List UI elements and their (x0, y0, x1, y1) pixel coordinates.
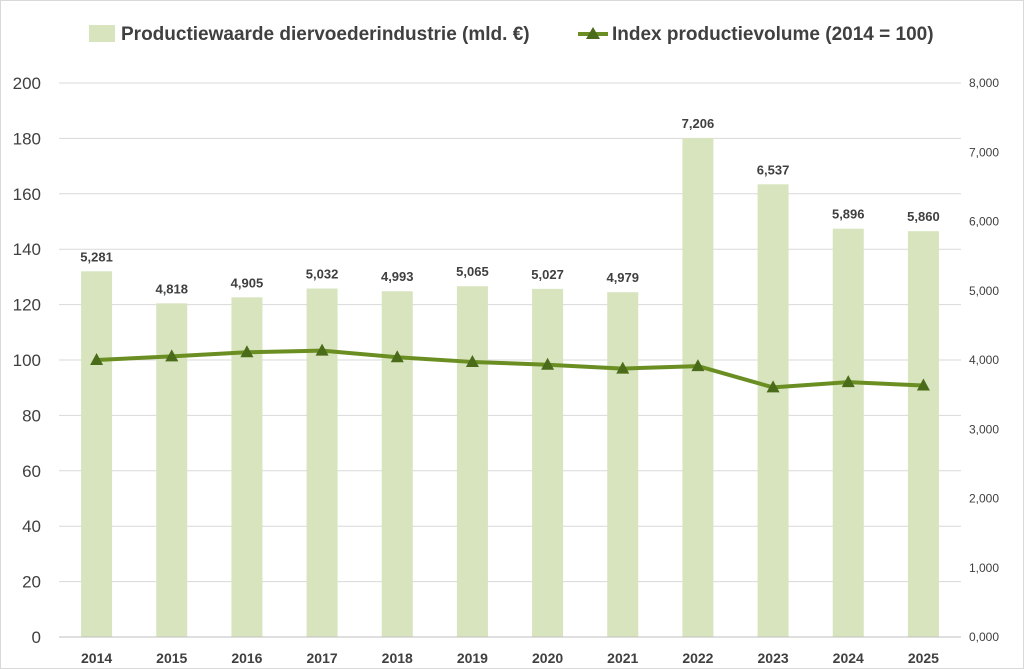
bar-data-label: 4,979 (606, 270, 639, 285)
x-tick-label: 2021 (607, 650, 638, 666)
x-tick-label: 2016 (231, 650, 262, 666)
y-left-tick-label: 200 (13, 74, 41, 93)
line-point-marker (916, 378, 930, 391)
bar-data-label: 4,905 (231, 275, 264, 290)
x-axis: 2014 2015 2016 2017 2018 2019 2020 2021 2022 2023… (59, 636, 961, 666)
y-left-tick-label: 160 (13, 185, 41, 204)
y-axis-right: 0,000 1,000 2,000 3,000 4,000 5,000 6,000 7,000… (969, 76, 999, 644)
bar (607, 292, 639, 637)
bar (456, 286, 488, 637)
bar (306, 288, 338, 637)
x-tick-label: 2024 (833, 650, 864, 666)
legend-label-line: Index productievolume (2014 = 100) (612, 24, 934, 45)
line-point-marker (541, 357, 555, 370)
bar-data-label: 4,993 (381, 269, 414, 284)
x-tick-label: 2025 (908, 650, 939, 666)
bar-data-label: 5,027 (531, 267, 564, 282)
line-point-marker (841, 375, 855, 388)
x-tick-label: 2015 (156, 650, 187, 666)
bar-series (81, 137, 939, 637)
x-tick-label: 2017 (307, 650, 338, 666)
legend-swatch-bar (89, 25, 115, 42)
y-left-tick-label: 40 (22, 517, 41, 536)
legend: Productiewaarde diervoederindustrie (mld… (89, 24, 934, 45)
y-right-tick-label: 6,000 (969, 215, 999, 229)
line-point-marker (766, 380, 780, 393)
y-right-tick-label: 1,000 (969, 561, 999, 575)
line-point-marker (390, 350, 404, 363)
line-point-marker (90, 353, 104, 365)
y-left-tick-label: 180 (13, 129, 41, 148)
bar (907, 231, 939, 637)
bar-data-label: 5,896 (832, 207, 865, 222)
bar-data-label: 5,065 (456, 264, 489, 279)
bar (381, 291, 413, 637)
gridlines (59, 82, 961, 638)
y-right-tick-label: 3,000 (969, 422, 999, 436)
y-left-tick-label: 0 (32, 628, 41, 647)
bar (757, 184, 789, 637)
legend-swatch-marker (586, 27, 600, 39)
y-right-tick-label: 0,000 (969, 630, 999, 644)
series-line (96, 348, 924, 390)
bar (682, 137, 714, 637)
x-tick-label: 2018 (382, 650, 413, 666)
bar-data-label: 6,537 (757, 162, 790, 177)
y-right-tick-label: 5,000 (969, 284, 999, 298)
line-point-marker (465, 354, 479, 367)
line-point-marker (165, 349, 179, 362)
x-tick-label: 2022 (682, 650, 713, 666)
line-point-marker (240, 345, 254, 358)
line-point-marker (315, 343, 329, 356)
y-right-tick-label: 2,000 (969, 492, 999, 506)
bar-data-labels: 5,281 4,818 4,905 5,032 4,993 5,065 5,027 4,979… (80, 116, 939, 296)
line-point-marker (691, 359, 705, 372)
x-tick-label: 2019 (457, 650, 488, 666)
y-axis-left: 0 20 40 60 80 100 120 140 160 180 200 (13, 74, 41, 647)
y-left-tick-label: 120 (13, 296, 41, 315)
bar-data-label: 5,860 (907, 209, 940, 224)
x-tick-label: 2014 (81, 650, 112, 666)
line-series (90, 343, 930, 393)
y-left-tick-label: 60 (22, 462, 41, 481)
x-tick-label: 2023 (758, 650, 789, 666)
y-right-tick-label: 4,000 (969, 353, 999, 367)
bar (81, 271, 113, 637)
y-left-tick-label: 20 (22, 573, 41, 592)
bar-data-label: 5,032 (306, 267, 339, 282)
x-tick-label: 2020 (532, 650, 563, 666)
y-left-tick-label: 80 (22, 406, 41, 425)
y-left-tick-label: 140 (13, 240, 41, 259)
line-point-marker (616, 361, 630, 374)
bar (532, 288, 564, 637)
bar-data-label: 7,206 (682, 116, 715, 131)
y-right-tick-label: 7,000 (969, 145, 999, 159)
y-left-tick-label: 100 (13, 351, 41, 370)
bar-data-label: 4,818 (155, 281, 188, 296)
bar (832, 228, 864, 637)
bar-data-label: 5,281 (80, 249, 113, 264)
legend-label-bar: Productiewaarde diervoederindustrie (mld… (121, 24, 530, 45)
y-right-tick-label: 8,000 (969, 76, 999, 90)
